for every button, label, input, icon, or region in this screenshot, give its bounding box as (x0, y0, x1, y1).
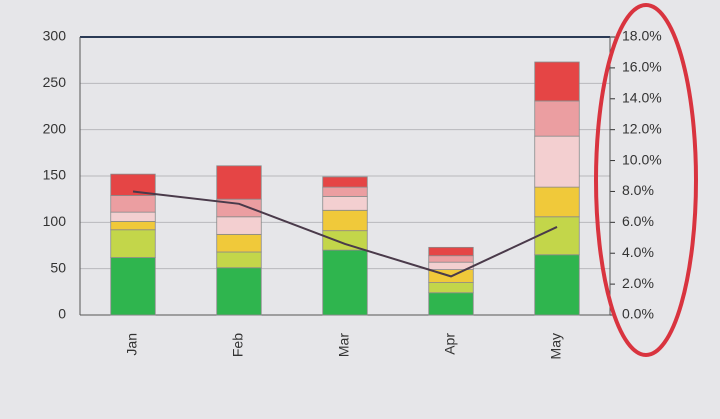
bar-segment (428, 255, 474, 263)
bar-segment (428, 246, 474, 257)
bar-segment (110, 229, 156, 258)
bar-segment (534, 61, 580, 102)
labels: 0 50 100 150 200 250 300 0.0% 2.0% 4.0% 6.0% 8.0% 10… (43, 28, 662, 360)
y2-tick-label: 14.0% (622, 89, 662, 105)
bar-segment (322, 186, 368, 197)
y2-tick-label: 8.0% (622, 182, 654, 198)
bar-segment (534, 100, 580, 137)
y2-tick-label: 16.0% (622, 59, 662, 75)
y-tick-label: 0 (58, 306, 66, 322)
highlight-ellipse (594, 3, 698, 357)
bar-segment (322, 230, 368, 251)
bar-segment (428, 292, 474, 316)
bar-segment (110, 221, 156, 231)
y2-tick-label: 0.0% (622, 306, 654, 322)
y2-tick-label: 2.0% (622, 275, 654, 291)
y2-tick-label: 6.0% (622, 213, 654, 229)
bar-segment (216, 267, 262, 316)
bar-segment (322, 209, 368, 232)
bar-segment (534, 135, 580, 188)
y-tick-label: 250 (43, 74, 67, 90)
x-tick-label: Feb (230, 333, 246, 357)
y2-tick-label: 4.0% (622, 244, 654, 260)
x-tick-label: May (548, 333, 564, 359)
bar-segment (110, 211, 156, 222)
y2-tick-label: 12.0% (622, 120, 662, 136)
line (132, 190, 558, 278)
y-tick-label: 150 (43, 167, 67, 183)
bar-segment (110, 173, 156, 196)
y2-tick-label: 18.0% (622, 28, 662, 44)
bar-segment (322, 195, 368, 211)
y-tick-label: 300 (43, 28, 67, 44)
bar-segment (216, 165, 262, 200)
bar-segment (216, 216, 262, 235)
marks (110, 61, 580, 316)
bar-segment (534, 186, 580, 218)
bar-segment (216, 251, 262, 269)
x-tick-label: Mar (336, 333, 352, 357)
bar-segment (110, 195, 156, 213)
x-tick-label: Apr (442, 333, 458, 355)
bar-segment (534, 216, 580, 256)
bar-segment (534, 254, 580, 316)
bar-segment (216, 233, 262, 253)
bar-segment (322, 249, 368, 316)
y-tick-label: 50 (50, 259, 66, 275)
y-tick-label: 200 (43, 120, 67, 136)
bar-segment (428, 282, 474, 294)
x-tick-label: Jan (124, 333, 140, 356)
y-tick-label: 100 (43, 213, 67, 229)
bar-segment (322, 176, 368, 188)
y2-tick-label: 10.0% (622, 151, 662, 167)
bar-segment (110, 257, 156, 316)
